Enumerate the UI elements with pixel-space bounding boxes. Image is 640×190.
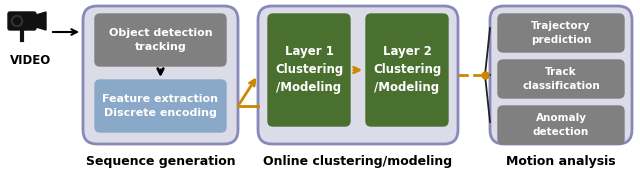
FancyBboxPatch shape [268,14,350,126]
FancyBboxPatch shape [366,14,448,126]
FancyBboxPatch shape [490,6,632,144]
Circle shape [12,16,22,26]
Text: Sequence generation: Sequence generation [86,155,236,168]
Text: Layer 2
Clustering
/Modeling: Layer 2 Clustering /Modeling [373,45,441,94]
FancyBboxPatch shape [258,6,458,144]
Text: VIDEO: VIDEO [10,54,51,66]
Text: Online clustering/modeling: Online clustering/modeling [264,155,452,168]
FancyBboxPatch shape [498,106,624,144]
Polygon shape [36,12,46,30]
FancyBboxPatch shape [498,60,624,98]
Circle shape [13,17,20,25]
FancyBboxPatch shape [95,80,226,132]
FancyBboxPatch shape [498,14,624,52]
Text: Track
classification: Track classification [522,67,600,91]
FancyBboxPatch shape [95,14,226,66]
FancyBboxPatch shape [8,12,36,30]
Text: Layer 1
Clustering
/Modeling: Layer 1 Clustering /Modeling [275,45,343,94]
FancyBboxPatch shape [83,6,238,144]
Text: Anomaly
detection: Anomaly detection [533,113,589,137]
Text: Trajectory
prediction: Trajectory prediction [531,21,591,45]
Text: Object detection
tracking: Object detection tracking [109,28,212,52]
Text: Motion analysis: Motion analysis [506,155,616,168]
Text: Feature extraction
Discrete encoding: Feature extraction Discrete encoding [102,94,218,118]
